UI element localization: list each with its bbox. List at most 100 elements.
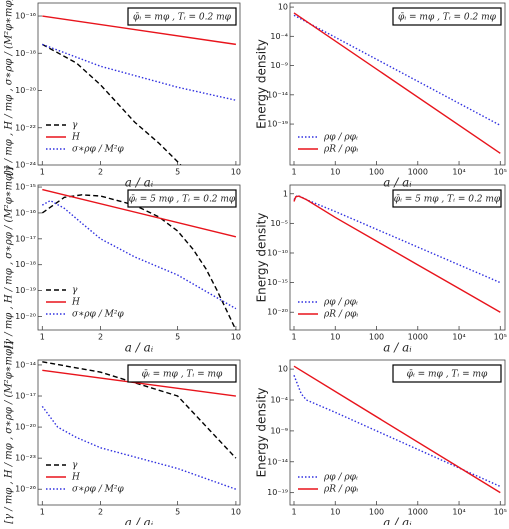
series-line bbox=[293, 194, 501, 284]
plot-frame bbox=[37, 184, 241, 331]
y-tick-label: 10⁻¹⁸ bbox=[15, 260, 36, 269]
panel: 1 2 5 10 10⁻¹⁴ 10⁻¹⁷ 10⁻²⁰ 10⁻²³ 10⁻²⁶ a / aᵢ [γ /… bbox=[4, 341, 241, 529]
annotation: φ̄ᵢ = mφ , Tᵢ = mφ bbox=[142, 370, 223, 380]
x-tick-label: 2 bbox=[98, 168, 103, 177]
legend-label: γ bbox=[72, 286, 78, 296]
legend-label: ρR / ρφᵢ bbox=[323, 145, 358, 155]
x-axis-label: a / aᵢ bbox=[383, 341, 412, 355]
y-tick-label: 10⁻⁹ bbox=[270, 426, 288, 435]
legend-label: ρR / ρφᵢ bbox=[323, 485, 358, 495]
plot-frame bbox=[289, 184, 506, 331]
y-tick-label: 10⁻¹⁵ bbox=[15, 183, 36, 192]
x-tick-label: 1 bbox=[40, 168, 45, 177]
legend-label: H bbox=[71, 298, 80, 308]
y-tick-label: 10⁻¹⁶ bbox=[15, 12, 36, 21]
annotation: φ̄ᵢ = mφ , Tᵢ = 0.2 mφ bbox=[133, 13, 232, 23]
y-tick-label: 10⁻¹⁹ bbox=[267, 120, 288, 129]
x-tick-label: 1 bbox=[291, 168, 296, 177]
series-line bbox=[42, 361, 237, 459]
annotation: φ̄ᵢ = 5 mφ , Tᵢ = 0.2 mφ bbox=[129, 195, 236, 205]
legend-label: ρR / ρφᵢ bbox=[323, 310, 358, 320]
x-tick-label: 1 bbox=[291, 508, 296, 517]
y-tick-label: 10⁻¹⁹ bbox=[15, 286, 36, 295]
x-tick-label: 10 bbox=[231, 168, 241, 177]
legend-label: σ∗ρφ / M²φ bbox=[72, 310, 124, 320]
x-tick-label: 1000 bbox=[408, 508, 428, 517]
plot-area bbox=[41, 188, 237, 330]
plot-area bbox=[293, 12, 501, 154]
x-tick-label: 10⁵ bbox=[494, 508, 507, 517]
annotation: φ̄ᵢ = mφ , Tᵢ = 0.2 mφ bbox=[398, 13, 497, 23]
y-tick-label: 10⁻²³ bbox=[15, 454, 36, 463]
panel: 1 2 5 10 10⁻¹⁶ 10⁻¹⁸ 10⁻²⁰ 10⁻²² 10⁻²⁴ a / aᵢ [γ /… bbox=[4, 0, 241, 190]
y-tick-label: 10⁻²⁰ bbox=[15, 312, 36, 321]
y-tick-label: 10⁻⁵ bbox=[270, 219, 288, 228]
y-axis-label: Energy density bbox=[255, 39, 269, 129]
y-tick-label: 10⁻²⁰ bbox=[15, 86, 36, 95]
annotation-box bbox=[127, 189, 237, 208]
x-tick-label: 10⁵ bbox=[494, 168, 507, 177]
legend-label: γ bbox=[72, 461, 78, 471]
y-axis-label: Energy density bbox=[255, 388, 269, 478]
x-tick-label: 10⁴ bbox=[452, 168, 465, 177]
y-axis-label: Energy density bbox=[255, 213, 269, 303]
x-tick-label: 2 bbox=[98, 508, 103, 517]
legend-label: ρφ / ρφᵢ bbox=[323, 298, 358, 308]
annotation: φ̄ᵢ = 5 mφ , Tᵢ = 0.2 mφ bbox=[394, 195, 501, 205]
x-tick-label: 2 bbox=[98, 333, 103, 342]
legend-label: ρφ / ρφᵢ bbox=[323, 473, 358, 483]
y-tick-label: 10⁻¹⁸ bbox=[15, 49, 36, 58]
plot-frame bbox=[37, 359, 241, 506]
panel: 1 2 5 10 10⁻¹⁵ 10⁻¹⁶ 10⁻¹⁷ 10⁻¹⁸ 10⁻¹⁹ 10⁻²⁰ a / a… bbox=[4, 166, 241, 354]
x-tick-label: 5 bbox=[175, 333, 180, 342]
x-tick-label: 1000 bbox=[408, 168, 428, 177]
x-tick-label: 5 bbox=[175, 508, 180, 517]
panel: 1 10 100 1000 10⁴ 10⁵ 10 10⁻⁴ 10⁻⁹ 10⁻¹⁴ 10⁻¹⁹ a / … bbox=[255, 359, 507, 529]
x-axis-label: a / aᵢ bbox=[383, 176, 412, 190]
plot-area bbox=[293, 194, 501, 313]
y-tick-label: 10⁻¹⁴ bbox=[267, 90, 288, 99]
annotation: φ̄ᵢ = mφ , Tᵢ = mφ bbox=[407, 370, 488, 380]
legend-label: H bbox=[71, 133, 80, 143]
y-tick-label: 10⁻²² bbox=[15, 123, 36, 132]
series-line bbox=[42, 15, 237, 46]
x-tick-label: 10 bbox=[330, 508, 340, 517]
x-tick-label: 5 bbox=[175, 168, 180, 177]
x-tick-label: 100 bbox=[369, 508, 384, 517]
annotation-box bbox=[127, 364, 237, 383]
plot-frame bbox=[289, 359, 506, 506]
series-line bbox=[293, 375, 501, 488]
panel: 1 10 100 1000 10⁴ 10⁵ 10 10⁻⁴ 10⁻⁹ 10⁻¹⁴ 10⁻¹⁹ a / … bbox=[255, 3, 507, 190]
x-tick-label: 10 bbox=[330, 168, 340, 177]
y-tick-label: 1 bbox=[283, 189, 288, 198]
series-line bbox=[41, 405, 237, 490]
x-tick-label: 1 bbox=[291, 333, 296, 342]
annotation-box bbox=[127, 7, 237, 26]
x-axis-label: a / aᵢ bbox=[125, 176, 154, 190]
series-line bbox=[42, 188, 237, 238]
x-axis-label: a / aᵢ bbox=[125, 516, 154, 526]
series-line bbox=[293, 195, 501, 313]
legend-label: H bbox=[71, 473, 80, 483]
y-tick-label: 10⁻¹⁴ bbox=[267, 457, 288, 466]
x-axis-label: a / aᵢ bbox=[383, 516, 412, 526]
legend-label: ρφ / ρφᵢ bbox=[323, 133, 358, 143]
series-line bbox=[41, 194, 237, 330]
x-tick-label: 100 bbox=[369, 333, 384, 342]
y-tick-label: 10⁻⁹ bbox=[270, 61, 288, 70]
y-tick-label: 10⁻¹⁶ bbox=[15, 208, 36, 217]
legend-label: σ∗ρφ / M²φ bbox=[72, 145, 124, 155]
y-axis-label: [γ / mφ , H / mφ , σ∗ρφ / (M²φ∗mφ)] bbox=[4, 166, 15, 349]
y-tick-label: 10 bbox=[278, 3, 288, 12]
x-tick-label: 10⁴ bbox=[452, 508, 465, 517]
y-tick-label: 10⁻¹⁰ bbox=[267, 248, 288, 257]
y-tick-label: 10⁻¹⁴ bbox=[15, 360, 36, 369]
plot-frame bbox=[289, 2, 506, 166]
annotation-box bbox=[392, 364, 502, 383]
plot-area bbox=[41, 361, 237, 490]
legend-label: σ∗ρφ / M²φ bbox=[72, 485, 124, 495]
legend-label: γ bbox=[72, 121, 78, 131]
x-tick-label: 10⁵ bbox=[494, 333, 507, 342]
x-tick-label: 10 bbox=[330, 333, 340, 342]
